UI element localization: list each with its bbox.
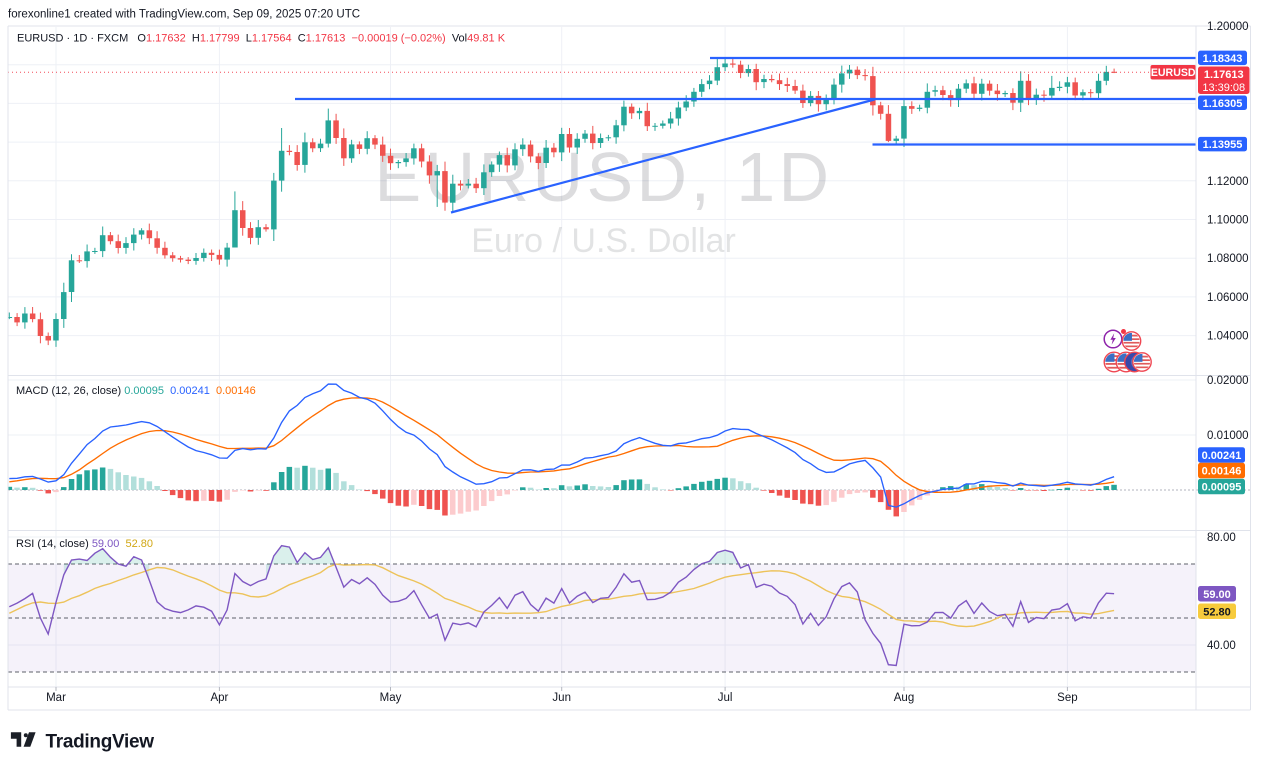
svg-text:0.02000: 0.02000 xyxy=(1207,375,1249,387)
svg-text:Apr: Apr xyxy=(210,692,228,704)
svg-text:0.01000: 0.01000 xyxy=(1207,430,1249,442)
svg-text:Aug: Aug xyxy=(894,692,914,704)
svg-text:forexonline1 created with Trad: forexonline1 created with TradingView.co… xyxy=(8,9,360,21)
svg-text:EURUSD · 1D · FXCM O1.17632: EURUSD · 1D · FXCM O1.17632 H1.17799 L1.… xyxy=(17,33,506,45)
svg-text:1.06000: 1.06000 xyxy=(1207,292,1249,304)
svg-text:1.12000: 1.12000 xyxy=(1207,176,1249,188)
svg-text:Jun: Jun xyxy=(552,692,571,704)
svg-text:Jul: Jul xyxy=(718,692,733,704)
svg-text:Mar: Mar xyxy=(46,692,66,704)
svg-text:1.04000: 1.04000 xyxy=(1207,331,1249,343)
svg-text:Sep: Sep xyxy=(1057,692,1077,704)
svg-text:40.00: 40.00 xyxy=(1207,640,1236,652)
svg-text:0.00146: 0.00146 xyxy=(1202,466,1242,478)
svg-text:13:39:08: 13:39:08 xyxy=(1202,82,1245,94)
svg-text:52.80: 52.80 xyxy=(1203,606,1231,618)
svg-text:1.18343: 1.18343 xyxy=(1203,53,1243,65)
svg-text:80.00: 80.00 xyxy=(1207,532,1236,544)
svg-text:Euro / U.S. Dollar: Euro / U.S. Dollar xyxy=(471,222,736,260)
svg-text:1.13955: 1.13955 xyxy=(1203,139,1243,151)
svg-text:59.00: 59.00 xyxy=(1203,589,1231,601)
svg-text:MACD (12, 26, close) 0.00095: MACD (12, 26, close) 0.00095 0.00241 0.0… xyxy=(16,385,256,397)
svg-text:1.08000: 1.08000 xyxy=(1207,253,1249,265)
svg-text:TradingView: TradingView xyxy=(46,731,155,752)
svg-text:1.16305: 1.16305 xyxy=(1203,98,1243,110)
svg-text:0.00241: 0.00241 xyxy=(1202,450,1242,462)
svg-text:1.10000: 1.10000 xyxy=(1207,215,1249,227)
svg-text:1.17613: 1.17613 xyxy=(1204,69,1244,81)
svg-text:EURUSD, 1D: EURUSD, 1D xyxy=(375,138,833,216)
svg-text:0.00095: 0.00095 xyxy=(1202,482,1242,494)
svg-text:EURUSD: EURUSD xyxy=(1151,67,1196,79)
svg-text:RSI (14, close) 59.00 52.80: RSI (14, close) 59.00 52.80 xyxy=(16,538,153,550)
svg-text:May: May xyxy=(380,692,402,704)
svg-text:1.20000: 1.20000 xyxy=(1207,21,1249,33)
